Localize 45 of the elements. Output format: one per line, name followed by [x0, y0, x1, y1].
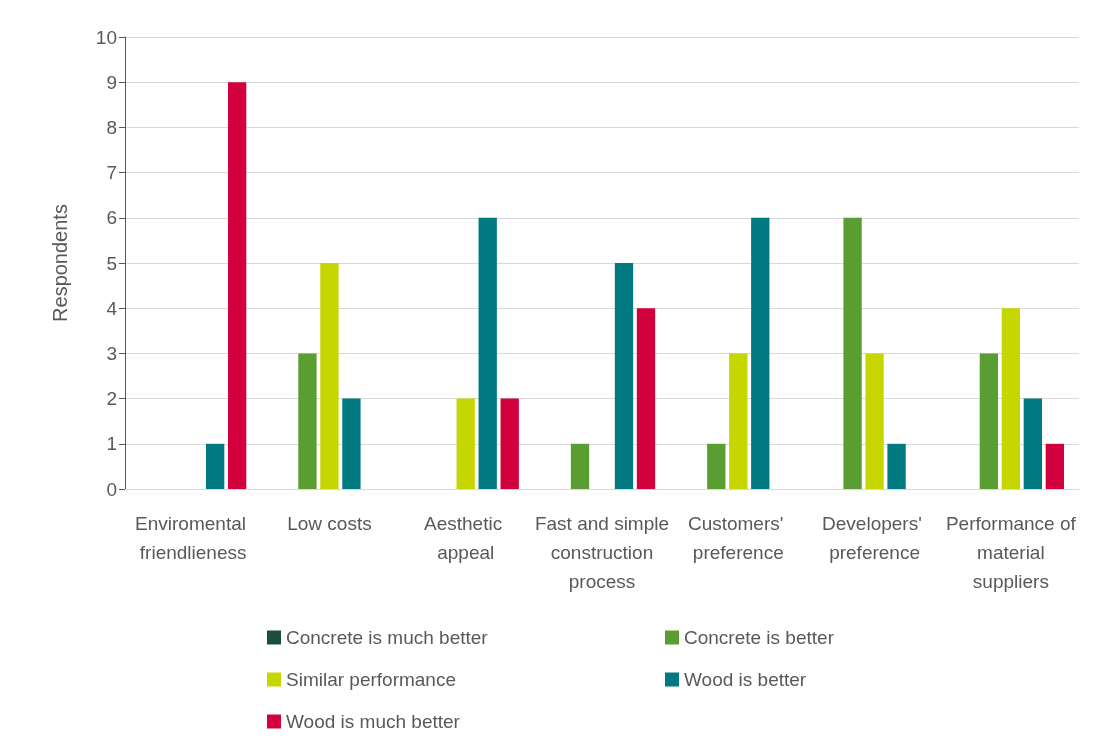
bar [843, 217, 862, 489]
y-tick-label: 0 [106, 478, 117, 500]
y-tick-label: 7 [106, 162, 117, 184]
x-tick-label: Developers' preference [822, 513, 928, 563]
x-tick-label: Enviromental friendlieness [135, 513, 252, 563]
legend-label: Wood is much better [286, 711, 461, 732]
y-tick-label: 10 [95, 26, 117, 48]
bar [1023, 398, 1043, 489]
bar [227, 82, 247, 489]
y-tick-label: 2 [106, 388, 117, 410]
y-tick-label: 1 [106, 433, 117, 455]
bar [751, 217, 770, 489]
legend-label: Concrete is better [684, 627, 835, 648]
legend-label: Similar performance [286, 669, 456, 690]
x-tick-label: Aesthetic appeal [424, 513, 508, 563]
bar [636, 308, 656, 489]
x-tick-label: Fast and simple construction process [534, 513, 670, 592]
legend-label: Wood is better [684, 669, 807, 690]
bar [979, 353, 999, 489]
y-tick-label: 4 [106, 297, 118, 319]
y-tick-label: 9 [106, 71, 117, 93]
bar [478, 217, 497, 489]
y-tick-label: 8 [106, 116, 117, 138]
y-tick-label: 3 [106, 342, 117, 364]
bar [298, 353, 317, 489]
x-tick-label: Customers' preference [687, 513, 789, 563]
bar [729, 353, 748, 489]
bar [456, 398, 475, 489]
bar [342, 398, 361, 489]
bar [320, 263, 339, 489]
bar [865, 353, 884, 489]
bar [500, 398, 519, 489]
bar [1045, 443, 1065, 489]
bar [707, 443, 726, 489]
bar [887, 443, 906, 489]
x-tick-label: Low costs [287, 513, 372, 534]
y-tick-label: 5 [106, 252, 117, 274]
y-tick-label: 6 [106, 207, 117, 229]
y-axis-title: Respondents [49, 204, 71, 322]
bar [205, 443, 225, 489]
x-tick-label: Performance of material suppliers [945, 513, 1077, 592]
legend-label: Concrete is much better [286, 627, 489, 648]
bar [570, 443, 590, 489]
bar [1001, 308, 1021, 489]
bar [614, 263, 634, 489]
